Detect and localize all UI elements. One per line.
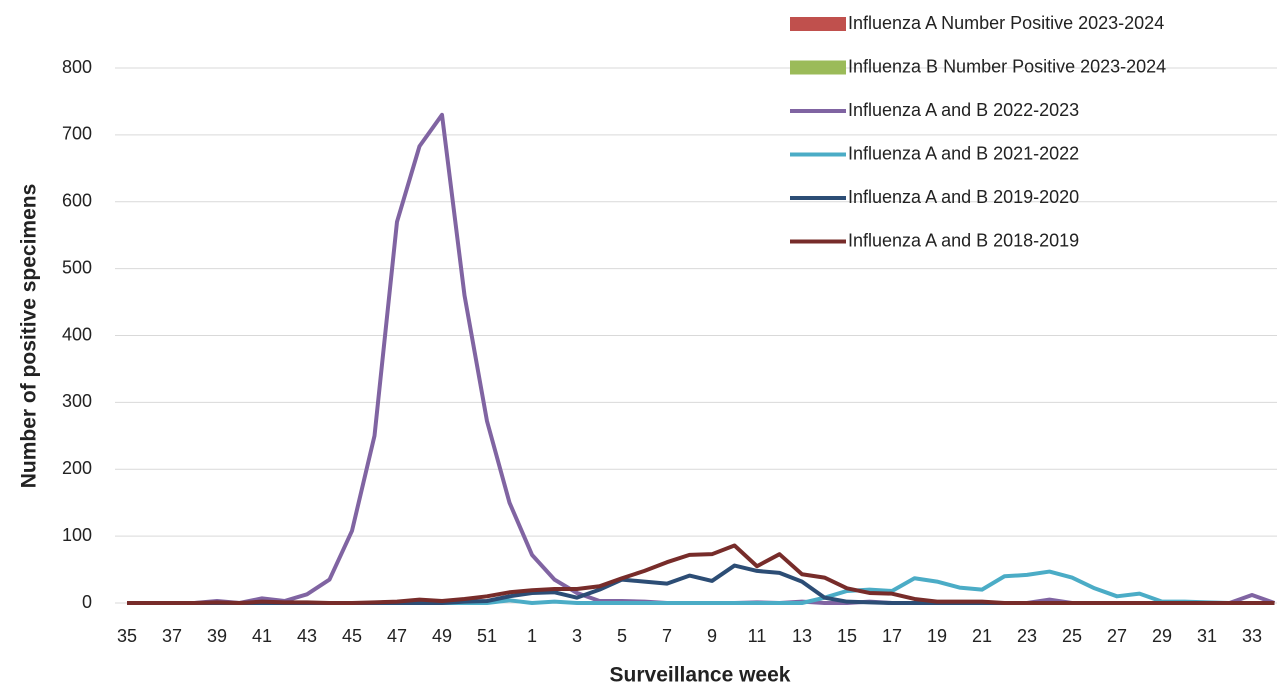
y-tick-label: 200 (62, 458, 92, 478)
x-axis-label: Surveillance week (610, 664, 791, 687)
x-tick-label: 21 (972, 626, 992, 646)
x-tick-label: 47 (387, 626, 407, 646)
y-tick-label: 0 (82, 592, 92, 612)
x-tick-label: 29 (1152, 626, 1172, 646)
y-tick-label: 300 (62, 391, 92, 411)
y-tick-label: 500 (62, 257, 92, 277)
x-tick-label: 17 (882, 626, 902, 646)
legend-label: Influenza B Number Positive 2023-2024 (848, 56, 1166, 76)
x-tick-label: 25 (1062, 626, 1082, 646)
x-tick-label: 41 (252, 626, 272, 646)
y-tick-label: 400 (62, 324, 92, 344)
x-tick-label: 7 (662, 626, 672, 646)
x-tick-label: 13 (792, 626, 812, 646)
x-tick-label: 1 (527, 626, 537, 646)
x-tick-label: 9 (707, 626, 717, 646)
x-tick-label: 11 (748, 626, 767, 646)
legend-swatch (790, 17, 846, 31)
x-tick-label: 35 (117, 626, 137, 646)
series-line (127, 543, 1275, 605)
x-tick-label: 27 (1107, 626, 1127, 646)
legend-swatch (790, 60, 846, 75)
legend-label: Influenza A and B 2018-2019 (848, 230, 1079, 250)
x-tick-label: 5 (617, 626, 627, 646)
legend-label: Influenza A and B 2022-2023 (848, 100, 1079, 120)
legend-label: Influenza A and B 2019-2020 (848, 187, 1079, 207)
y-tick-label: 700 (62, 124, 92, 144)
y-axis-label: Number of positive specimens (18, 184, 41, 489)
x-tick-label: 3 (572, 626, 582, 646)
x-tick-label: 23 (1017, 626, 1037, 646)
y-tick-label: 800 (62, 57, 92, 77)
series-line (127, 112, 1276, 605)
x-tick-label: 15 (837, 626, 857, 646)
x-tick-label: 51 (477, 626, 497, 646)
y-tick-label: 100 (62, 525, 92, 545)
x-tick-label: 43 (297, 626, 317, 646)
legend-label: Influenza A and B 2021-2022 (848, 143, 1079, 163)
x-tick-label: 39 (207, 626, 227, 646)
x-tick-label: 19 (927, 626, 947, 646)
legend-label: Influenza A Number Positive 2023-2024 (848, 13, 1164, 33)
x-tick-label: 45 (342, 626, 362, 646)
x-tick-label: 49 (432, 626, 452, 646)
x-tick-label: 31 (1197, 626, 1217, 646)
y-tick-label: 600 (62, 191, 92, 211)
x-tick-label: 37 (162, 626, 182, 646)
x-tick-label: 33 (1242, 626, 1262, 646)
